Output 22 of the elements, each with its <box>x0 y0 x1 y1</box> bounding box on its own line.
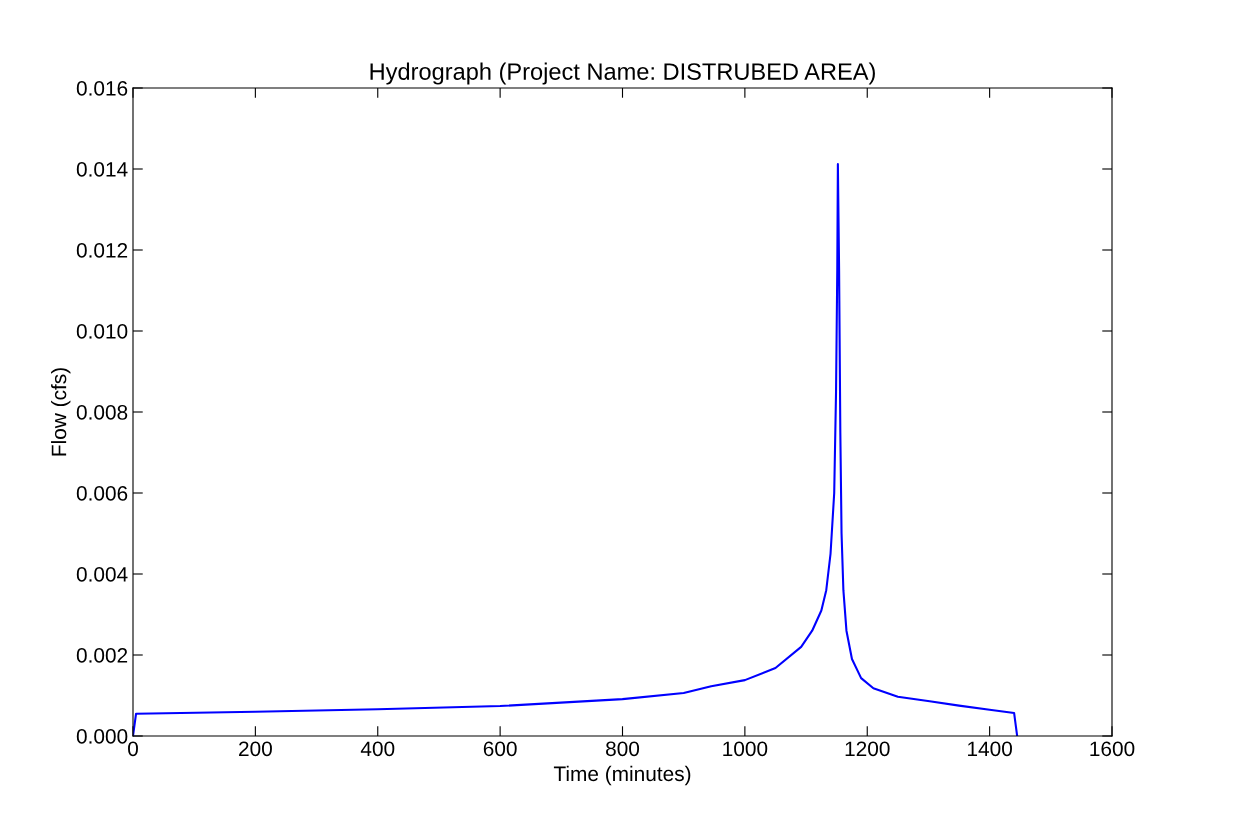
x-axis-title: Time (minutes) <box>553 765 691 786</box>
x-tick-label: 800 <box>606 741 640 757</box>
x-tick-label: 1000 <box>723 741 768 757</box>
y-axis-title: Flow (cfs) <box>51 368 71 456</box>
y-tick-label: 0.014 <box>76 162 128 177</box>
chart-title: Hydrograph (Project Name: DISTRUBED AREA) <box>370 62 875 85</box>
y-tick-label: 0.012 <box>76 243 128 258</box>
x-tick-label: 200 <box>239 741 272 757</box>
y-tick-label: 0.008 <box>76 405 128 420</box>
x-tick-label: 1400 <box>968 741 1012 757</box>
y-tick-label: 0.010 <box>76 324 128 339</box>
y-tick-label: 0.002 <box>76 648 128 663</box>
x-tick-label: 0 <box>128 741 138 757</box>
x-tick-label: 1600 <box>1090 741 1135 757</box>
x-tick-label: 400 <box>360 741 395 757</box>
x-tick-label: 1200 <box>845 741 890 757</box>
line-series <box>133 163 1019 736</box>
y-tick-label: 0.000 <box>76 729 128 744</box>
y-tick-label: 0.016 <box>76 81 128 96</box>
y-tick-label: 0.004 <box>76 567 128 582</box>
x-tick-label: 600 <box>483 741 517 757</box>
y-tick-label: 0.006 <box>76 486 128 501</box>
